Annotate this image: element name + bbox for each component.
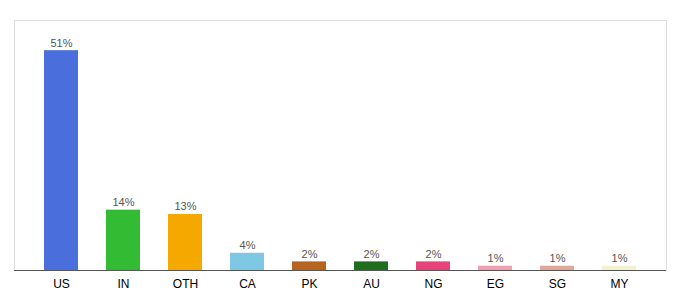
- svg-text:MY: MY: [611, 277, 629, 291]
- svg-text:SG: SG: [549, 277, 566, 291]
- svg-text:14%: 14%: [112, 196, 134, 208]
- svg-text:1%: 1%: [612, 252, 628, 264]
- svg-text:4%: 4%: [240, 239, 256, 251]
- svg-text:OTH: OTH: [173, 277, 198, 291]
- svg-text:2%: 2%: [426, 248, 442, 260]
- svg-text:1%: 1%: [488, 252, 504, 264]
- svg-text:AU: AU: [363, 277, 380, 291]
- svg-text:EG: EG: [487, 277, 504, 291]
- svg-text:PK: PK: [301, 277, 317, 291]
- svg-text:2%: 2%: [364, 248, 380, 260]
- svg-text:US: US: [53, 277, 70, 291]
- svg-text:13%: 13%: [174, 200, 196, 212]
- svg-text:IN: IN: [118, 277, 130, 291]
- svg-text:CA: CA: [239, 277, 256, 291]
- svg-text:1%: 1%: [550, 252, 566, 264]
- svg-text:NG: NG: [425, 277, 443, 291]
- svg-text:51%: 51%: [50, 37, 72, 49]
- svg-text:2%: 2%: [302, 248, 318, 260]
